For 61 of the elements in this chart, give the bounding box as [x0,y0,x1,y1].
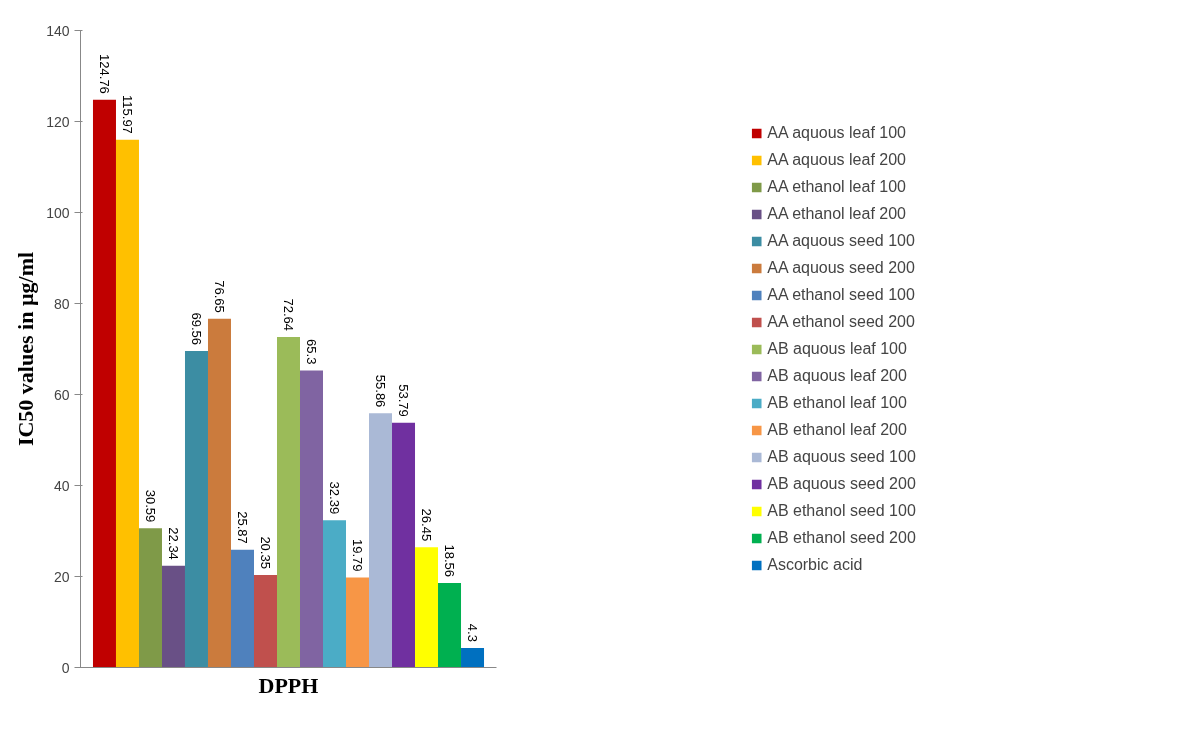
y-tick-label: 20 [53,568,70,585]
y-tick-label: 140 [46,22,70,39]
legend-label: AB ethanol leaf 100 [767,393,907,412]
bar [92,99,116,668]
bar [323,520,347,668]
data-label: 72.64 [281,298,296,331]
y-tick-label: 120 [46,113,70,130]
data-label: 65.3 [304,339,319,365]
data-label: 76.65 [211,280,227,313]
bar [438,583,462,668]
data-label: 25.87 [235,511,250,544]
bar [138,528,162,668]
data-label: 55.86 [373,374,389,408]
bar [184,351,208,668]
y-tick-label: 40 [53,477,70,494]
legend-label: AB aquous leaf 100 [767,339,907,358]
legend-label: AA aquous leaf 200 [767,150,906,169]
bar [115,139,139,668]
bar [346,577,370,668]
bar [415,547,439,668]
y-axis-title: IC50 values in µg/ml [13,251,39,447]
bar [461,647,485,668]
legend-label: AB ethanol seed 200 [767,528,916,547]
legend-label: Ascorbic acid [767,555,863,574]
y-tick-label: 100 [46,204,70,221]
legend-label: AB ethanol leaf 200 [767,420,907,439]
data-label: 20.35 [258,536,273,569]
data-label: 69.56 [188,312,204,346]
bar [392,422,416,668]
legend-label: AA aquous seed 100 [767,231,915,250]
x-axis-title: DPPH [258,672,319,698]
data-label: 19.79 [350,538,366,572]
bar [230,549,254,668]
data-label: 18.56 [442,544,458,578]
bar [277,336,300,668]
legend-label: AA aquous seed 200 [767,258,915,277]
legend-label: AA aquous leaf 100 [767,123,906,142]
data-label: 26.45 [419,508,435,542]
y-tick-label: 60 [53,386,70,403]
data-label: 53.79 [396,384,412,417]
data-label: 124.76 [96,54,112,94]
bar [207,318,231,668]
y-tick-label: 0 [61,659,70,676]
legend-label: AB ethanol seed 100 [767,501,916,520]
legend-label: AB aquous leaf 200 [767,366,907,385]
legend-label: AB aquous seed 100 [767,447,916,466]
legend-label: AA ethanol leaf 100 [767,177,906,196]
y-tick-label: 80 [53,295,70,312]
bar [369,413,393,668]
bar [161,565,185,668]
bar [254,574,277,668]
legend-label: AA ethanol leaf 200 [767,204,906,223]
data-label: 32.39 [327,481,342,515]
legend-label: AB aquous seed 200 [767,474,916,493]
data-label: 115.97 [119,95,135,134]
legend-label: AA ethanol seed 200 [767,312,915,331]
data-label: 22.34 [165,527,181,560]
legend-label: AA ethanol seed 100 [767,285,915,304]
data-label: 4.3 [465,623,481,642]
bar [300,370,323,668]
data-label: 30.59 [142,489,158,523]
